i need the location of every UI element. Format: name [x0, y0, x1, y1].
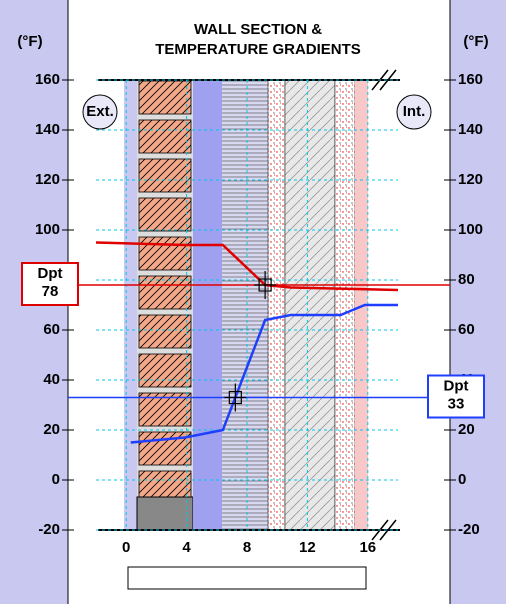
y2-tick-label: 20 [458, 421, 475, 438]
brick [139, 237, 191, 270]
layer-insulation [222, 80, 268, 530]
y-tick-label: 60 [43, 321, 60, 338]
y2-tick-label: 80 [458, 271, 475, 288]
x-tick-label: 0 [122, 539, 130, 556]
y-tick-label: 140 [35, 121, 60, 138]
brick [139, 159, 191, 192]
y-tick-label: 120 [35, 171, 60, 188]
y-tick-label: 0 [52, 471, 60, 488]
brick [139, 276, 191, 309]
dew-point-value: 33 [448, 395, 465, 412]
bricks [139, 81, 191, 497]
layer-stud [285, 80, 335, 530]
brick [139, 81, 191, 114]
y-tick-label: 40 [43, 371, 60, 388]
x-tick-label: 16 [359, 539, 376, 556]
y-tick-label: 20 [43, 421, 60, 438]
right-strip [450, 0, 506, 604]
y2-tick-label: 140 [458, 121, 483, 138]
wall-layers [124, 80, 368, 530]
y2-tick-label: 60 [458, 321, 475, 338]
interior-label: Int. [403, 103, 426, 120]
exterior-label: Ext. [86, 103, 114, 120]
chart: WALL SECTION & TEMPERATURE GRADIENTS (°F… [0, 0, 506, 604]
legend [128, 567, 366, 589]
brick [139, 354, 191, 387]
y2-tick-label: 160 [458, 71, 483, 88]
x-tick-label: 4 [182, 539, 191, 556]
layer-footing [137, 497, 193, 530]
layer-interior [335, 80, 355, 530]
dew-point-value: 78 [42, 283, 59, 300]
dew-point-label: Dpt [38, 265, 63, 282]
y-unit-left: (°F) [17, 33, 42, 50]
brick [139, 120, 191, 153]
y2-tick-label: 100 [458, 221, 483, 238]
x-tick-label: 12 [299, 539, 316, 556]
layer-airspace [193, 80, 222, 530]
chart-title: WALL SECTION & [194, 21, 322, 38]
y-tick-label: 160 [35, 71, 60, 88]
dew-point-label: Dpt [444, 377, 469, 394]
y2-tick-label: 120 [458, 171, 483, 188]
y2-tick-label: -20 [458, 521, 480, 538]
y-unit-right: (°F) [463, 33, 488, 50]
brick [139, 315, 191, 348]
chart-subtitle: TEMPERATURE GRADIENTS [155, 41, 361, 58]
x-tick-label: 8 [243, 539, 251, 556]
y2-tick-label: 0 [458, 471, 466, 488]
layer-sheathing [268, 80, 285, 530]
brick [139, 471, 191, 497]
y-tick-label: -20 [38, 521, 60, 538]
y-tick-label: 100 [35, 221, 60, 238]
brick [139, 198, 191, 231]
